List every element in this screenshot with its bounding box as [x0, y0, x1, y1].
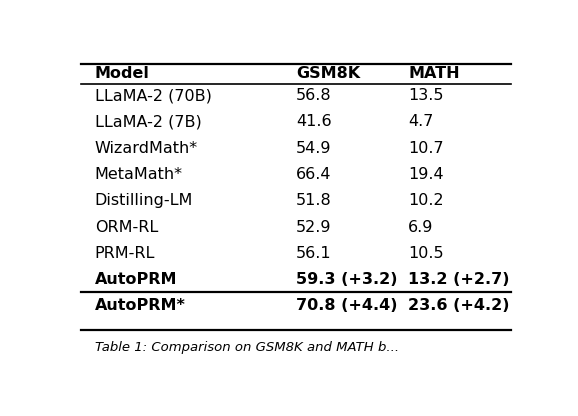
- Text: GSM8K: GSM8K: [297, 67, 360, 82]
- Text: 23.6 (+4.2): 23.6 (+4.2): [408, 298, 510, 313]
- Text: AutoPRM: AutoPRM: [95, 272, 177, 287]
- Text: 4.7: 4.7: [408, 114, 434, 129]
- Text: 19.4: 19.4: [408, 167, 444, 182]
- Text: 41.6: 41.6: [297, 114, 332, 129]
- Text: 52.9: 52.9: [297, 220, 332, 235]
- Text: Table 1: Comparison on GSM8K and MATH b...: Table 1: Comparison on GSM8K and MATH b.…: [95, 341, 399, 354]
- Text: ORM-RL: ORM-RL: [95, 220, 158, 235]
- Text: 10.7: 10.7: [408, 141, 444, 156]
- Text: 54.9: 54.9: [297, 141, 332, 156]
- Text: 59.3 (+3.2): 59.3 (+3.2): [297, 272, 398, 287]
- Text: 70.8 (+4.4): 70.8 (+4.4): [297, 298, 398, 313]
- Text: 56.1: 56.1: [297, 246, 332, 261]
- Text: 13.2 (+2.7): 13.2 (+2.7): [408, 272, 510, 287]
- Text: PRM-RL: PRM-RL: [95, 246, 155, 261]
- Text: MetaMath*: MetaMath*: [95, 167, 183, 182]
- Text: WizardMath*: WizardMath*: [95, 141, 198, 156]
- Text: 66.4: 66.4: [297, 167, 332, 182]
- Text: MATH: MATH: [408, 67, 460, 82]
- Text: AutoPRM*: AutoPRM*: [95, 298, 186, 313]
- Text: Distilling-LM: Distilling-LM: [95, 193, 193, 208]
- Text: 51.8: 51.8: [297, 193, 332, 208]
- Text: 10.2: 10.2: [408, 193, 444, 208]
- Text: 6.9: 6.9: [408, 220, 434, 235]
- Text: 56.8: 56.8: [297, 88, 332, 103]
- Text: 10.5: 10.5: [408, 246, 444, 261]
- Text: LLaMA-2 (70B): LLaMA-2 (70B): [95, 88, 212, 103]
- Text: 13.5: 13.5: [408, 88, 444, 103]
- Text: LLaMA-2 (7B): LLaMA-2 (7B): [95, 114, 201, 129]
- Text: Model: Model: [95, 67, 150, 82]
